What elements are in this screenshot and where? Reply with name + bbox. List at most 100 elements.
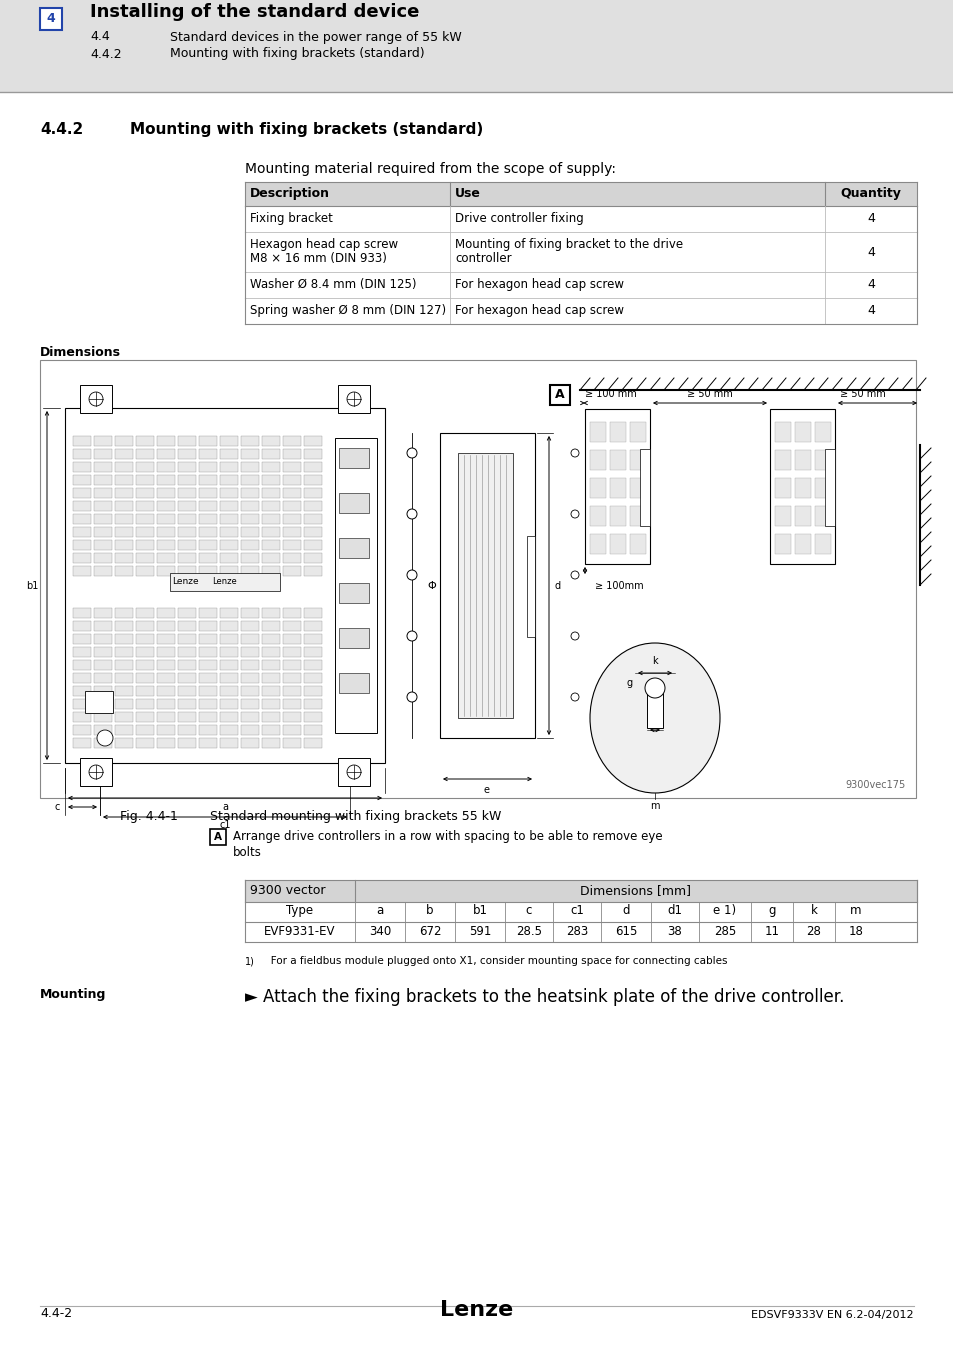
Bar [609,478,625,498]
Text: 4.4: 4.4 [90,31,110,43]
Ellipse shape [589,643,720,792]
Bar [245,182,916,207]
Text: 1): 1) [245,956,254,967]
Bar [262,608,280,618]
Bar [178,608,195,618]
Bar [794,450,810,470]
Bar [157,660,174,670]
Bar [439,433,535,738]
Text: b1: b1 [27,580,39,591]
Bar [157,647,174,657]
Bar [178,660,195,670]
Circle shape [97,730,112,747]
Bar [199,738,216,748]
Bar [241,475,258,485]
Bar [774,506,790,526]
Bar [220,660,237,670]
Bar [199,436,216,446]
Bar [262,436,280,446]
Bar [136,462,153,472]
Bar [304,526,322,537]
Text: Standard devices in the power range of 55 kW: Standard devices in the power range of 5… [170,31,461,43]
Bar [629,535,645,554]
Text: 9300 vector: 9300 vector [250,884,325,896]
Bar [94,686,112,697]
Bar [220,738,237,748]
Bar [241,450,258,459]
Bar [94,725,112,734]
Circle shape [407,630,416,641]
Bar [794,506,810,526]
Bar [115,436,132,446]
Bar [136,725,153,734]
Text: Washer Ø 8.4 mm (DIN 125): Washer Ø 8.4 mm (DIN 125) [250,278,416,292]
Bar [178,634,195,644]
Text: Dimensions [mm]: Dimensions [mm] [579,884,691,896]
Bar [0,0,953,92]
Circle shape [571,632,578,640]
Bar [241,566,258,576]
Bar [241,660,258,670]
Text: 340: 340 [369,925,391,938]
Text: c1: c1 [570,904,583,917]
Bar [241,436,258,446]
Bar [73,487,91,498]
Bar [178,566,195,576]
Bar [115,699,132,709]
Text: k: k [810,904,817,917]
Bar [178,450,195,459]
Text: Quantity: Quantity [840,188,901,200]
Bar [241,699,258,709]
Bar [178,621,195,630]
Bar [304,462,322,472]
Bar [115,514,132,524]
Circle shape [571,693,578,701]
Bar [220,540,237,549]
Bar [73,462,91,472]
Bar [262,674,280,683]
Bar [241,738,258,748]
Text: For a fieldbus module plugged onto X1, consider mounting space for connecting ca: For a fieldbus module plugged onto X1, c… [261,956,727,967]
Bar [283,621,301,630]
Bar [304,674,322,683]
Text: 591: 591 [468,925,491,938]
Bar [220,725,237,734]
Bar [304,450,322,459]
Bar [283,450,301,459]
Bar [589,450,605,470]
Bar [220,674,237,683]
Bar [157,526,174,537]
Bar [262,540,280,549]
Text: Installing of the standard device: Installing of the standard device [90,3,419,22]
Bar [115,608,132,618]
Bar [136,566,153,576]
Bar [794,535,810,554]
Bar [338,583,369,603]
Bar [609,506,625,526]
Bar [262,660,280,670]
Bar [199,475,216,485]
Bar [262,566,280,576]
Bar [94,566,112,576]
Bar [73,608,91,618]
Bar [73,634,91,644]
Bar [73,660,91,670]
Text: 4.4.2: 4.4.2 [40,122,83,136]
Bar [283,501,301,512]
Bar [241,554,258,563]
Bar [220,436,237,446]
Bar [283,699,301,709]
Bar [178,526,195,537]
Bar [262,621,280,630]
Circle shape [407,509,416,518]
Text: ≥ 100mm: ≥ 100mm [595,580,643,591]
Bar [178,674,195,683]
Bar [304,554,322,563]
Bar [241,621,258,630]
Text: d: d [555,580,560,591]
Bar [73,514,91,524]
Bar [199,554,216,563]
Text: c1: c1 [219,819,231,830]
Bar [136,501,153,512]
Bar [199,526,216,537]
